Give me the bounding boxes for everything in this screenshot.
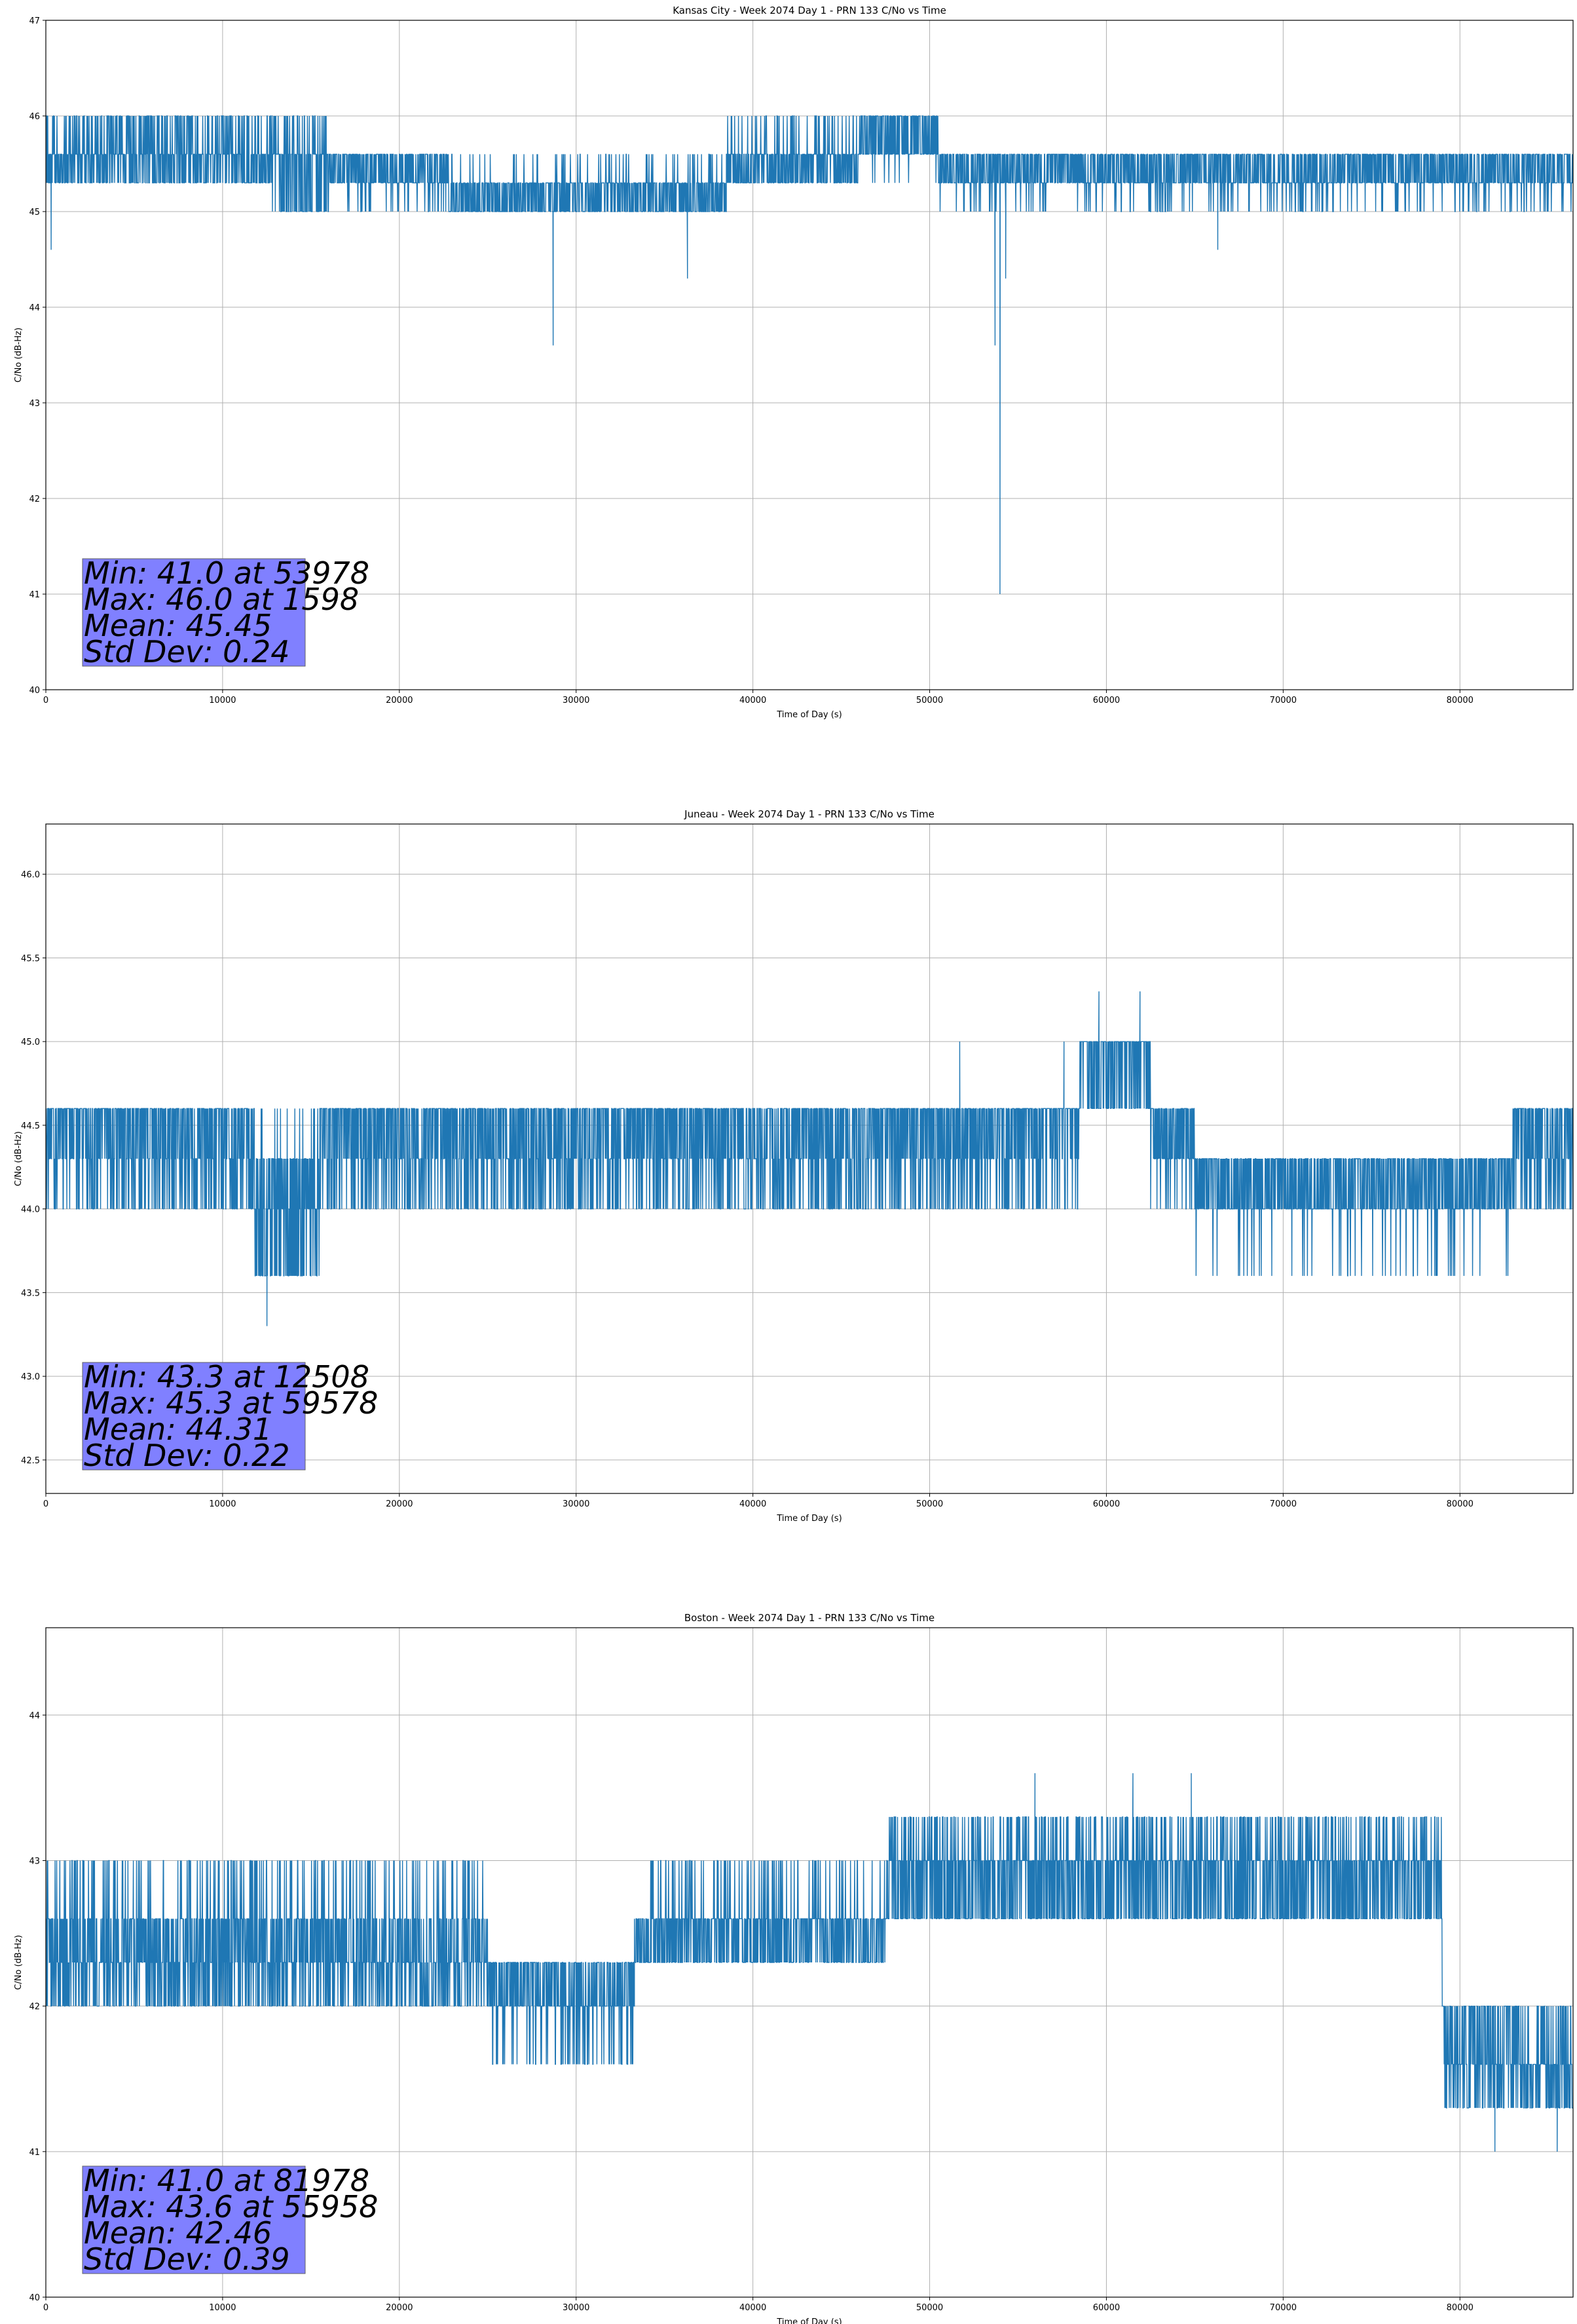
stats-box	[82, 558, 306, 667]
x-axis-label: Time of Day (s)	[776, 2317, 842, 2324]
x-tick-label: 50000	[916, 696, 943, 705]
x-tick-label: 30000	[563, 2303, 589, 2313]
chart-title: Boston - Week 2074 Day 1 - PRN 133 C/No …	[684, 1612, 935, 1624]
x-tick-label: 40000	[739, 696, 766, 705]
stats-line: Mean: 42.46	[84, 2215, 272, 2251]
y-tick-label: 44	[29, 303, 40, 313]
y-tick-label: 42	[29, 2002, 40, 2012]
y-tick-label: 45	[29, 208, 40, 217]
axes-frame	[45, 1627, 1574, 2298]
y-tick-label: 44.0	[21, 1205, 40, 1215]
y-tick-label: 44	[29, 1711, 40, 1721]
x-tick-label: 70000	[1270, 2303, 1297, 2313]
chart-title: Juneau - Week 2074 Day 1 - PRN 133 C/No …	[684, 808, 935, 820]
x-tick-label: 0	[43, 1499, 48, 1509]
stats-line: Mean: 44.31	[84, 1412, 272, 1447]
y-tick-label: 45.5	[21, 954, 40, 964]
x-tick-label: 80000	[1447, 696, 1474, 705]
x-tick-label: 80000	[1447, 2303, 1474, 2313]
y-tick-label: 44.5	[21, 1121, 40, 1131]
x-tick-label: 20000	[386, 1499, 413, 1509]
axes-frame	[45, 823, 1574, 1494]
y-axis-label: C/No (dB-Hz)	[14, 1935, 24, 1990]
y-tick-label: 43	[29, 1856, 40, 1866]
stats-box	[82, 2165, 306, 2274]
x-tick-label: 60000	[1093, 2303, 1120, 2313]
y-tick-label: 43	[29, 399, 40, 409]
x-tick-label: 20000	[386, 2303, 413, 2313]
y-tick-label: 41	[29, 590, 40, 600]
stats-line: Min: 43.3 at 12508	[84, 1359, 369, 1395]
stats-line: Max: 45.3 at 59578	[84, 1385, 378, 1421]
x-tick-label: 40000	[739, 2303, 766, 2313]
x-tick-label: 10000	[209, 696, 236, 705]
x-tick-label: 70000	[1270, 696, 1297, 705]
series-line	[46, 115, 1573, 595]
y-tick-label: 45.0	[21, 1038, 40, 1047]
y-tick-label: 40	[29, 686, 40, 696]
series-line	[46, 1773, 1573, 2152]
chart-panel-2: 0 10000 20000 30000 40000 50000 60000 70000 8000…	[14, 808, 1574, 1524]
chart-panel-3: 0 10000 20000 30000 40000 50000 60000 70000 8000…	[14, 1612, 1574, 2324]
x-tick-label: 10000	[209, 2303, 236, 2313]
y-axis-label: C/No (dB-Hz)	[14, 328, 24, 383]
chart-panel-1: 0 10000 20000 30000 40000 50000 60000 70000 8000…	[14, 5, 1574, 720]
stats-line: Mean: 45.45	[84, 608, 272, 643]
x-tick-label: 30000	[563, 696, 589, 705]
stats-line: Std Dev: 0.22	[84, 1438, 290, 1473]
x-tick-label: 60000	[1093, 1499, 1120, 1509]
y-tick-label: 42	[29, 495, 40, 504]
y-tick-label: 47	[29, 16, 40, 26]
x-tick-label: 50000	[916, 2303, 943, 2313]
stats-line: Std Dev: 0.24	[84, 634, 290, 669]
axes-frame	[45, 20, 1574, 690]
x-axis-label: Time of Day (s)	[776, 710, 842, 720]
x-tick-label: 30000	[563, 1499, 589, 1509]
y-tick-label: 43.5	[21, 1288, 40, 1298]
stats-line: Std Dev: 0.39	[84, 2241, 290, 2277]
stats-box	[82, 1362, 306, 1471]
x-tick-label: 70000	[1270, 1499, 1297, 1509]
x-tick-label: 20000	[386, 696, 413, 705]
series-line	[46, 991, 1573, 1326]
y-tick-label: 46.0	[21, 871, 40, 880]
y-tick-label: 43.0	[21, 1372, 40, 1382]
y-tick-label: 40	[29, 2293, 40, 2303]
stats-line: Max: 46.0 at 1598	[84, 582, 359, 617]
chart-title: Kansas City - Week 2074 Day 1 - PRN 133 …	[673, 5, 946, 16]
x-tick-label: 10000	[209, 1499, 236, 1509]
y-tick-label: 46	[29, 112, 40, 122]
x-tick-label: 50000	[916, 1499, 943, 1509]
x-tick-label: 60000	[1093, 696, 1120, 705]
y-axis-label: C/No (dB-Hz)	[14, 1131, 24, 1186]
stats-line: Min: 41.0 at 53978	[84, 555, 369, 591]
y-tick-label: 41	[29, 2148, 40, 2158]
stats-line: Min: 41.0 at 81978	[84, 2163, 369, 2198]
stats-line: Max: 43.6 at 55958	[84, 2189, 378, 2224]
x-tick-label: 0	[43, 696, 48, 705]
x-tick-label: 40000	[739, 1499, 766, 1509]
x-axis-label: Time of Day (s)	[776, 1514, 842, 1524]
x-tick-label: 80000	[1447, 1499, 1474, 1509]
x-tick-label: 0	[43, 2303, 48, 2313]
y-tick-label: 42.5	[21, 1456, 40, 1466]
